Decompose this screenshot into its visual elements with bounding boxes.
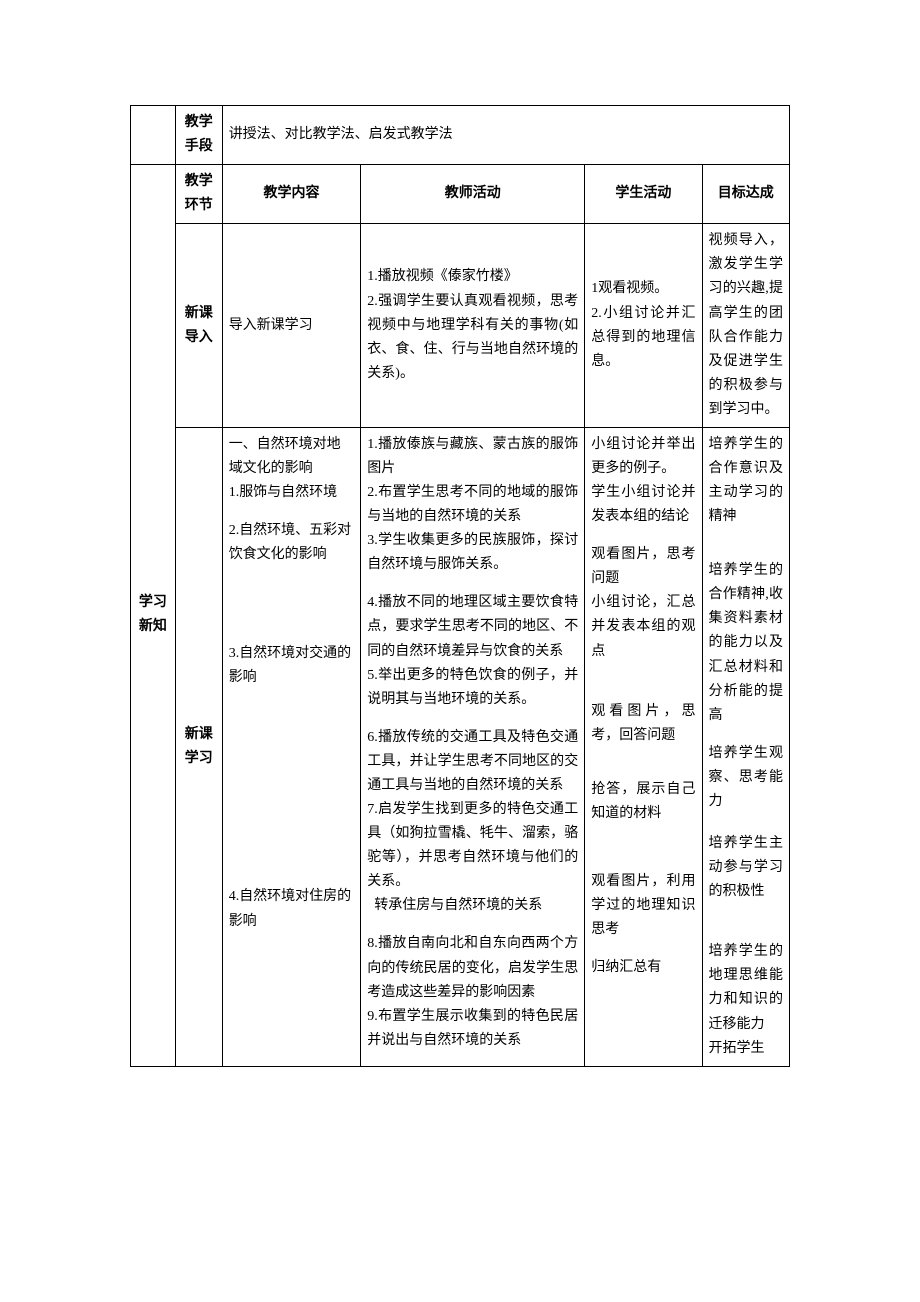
cell-method-side (131, 106, 176, 165)
study-student-1: 小组讨论并举出更多的例子。 学生小组讨论并发表本组的结论 (591, 433, 695, 529)
study-student-4: 抢答，展示自己知道的材料 (591, 778, 695, 826)
hdr-stage: 教学环节 (175, 165, 222, 224)
study-goal-1: 培养学生的合作意识及主动学习的精神 (709, 433, 783, 529)
study-goal-4: 培养学生主动参与学习的积极性 (709, 832, 783, 904)
document-page: 教学手段 讲授法、对比教学法、启发式教学法 学习新知 教学环节 教学内容 教师活… (0, 0, 920, 1117)
hdr-teaching-content: 教学内容 (222, 165, 361, 224)
cell-study-teacher: 1.播放傣族与藏族、蒙古族的服饰图片 2.布置学生思考不同的地域的服饰与当地的自… (361, 427, 585, 1066)
row-intro: 新课导入 导入新课学习 1.播放视频《傣家竹楼》 2.强调学生要认真观看视频，思… (131, 224, 790, 428)
cell-method-label: 教学手段 (175, 106, 222, 165)
cell-intro-student: 1观看视频。 2.小组讨论并汇总得到的地理信息。 (585, 224, 702, 428)
study-content-2: 2.自然环境、五彩对饮食文化的影响 (229, 519, 355, 567)
study-student-6: 归纳汇总有 (591, 956, 695, 980)
cell-study-student: 小组讨论并举出更多的例子。 学生小组讨论并发表本组的结论 观看图片，思考问题 小… (585, 427, 702, 1066)
cell-side-label: 学习新知 (131, 165, 176, 1067)
lesson-plan-table: 教学手段 讲授法、对比教学法、启发式教学法 学习新知 教学环节 教学内容 教师活… (130, 105, 790, 1067)
cell-intro-stage: 新课导入 (175, 224, 222, 428)
hdr-teacher-activity: 教师活动 (361, 165, 585, 224)
study-student-3: 观看图片，思考，回答问题 (591, 700, 695, 748)
study-goal-2: 培养学生的合作精神,收集资料素材的能力以及汇总材料和分析能的提高 (709, 559, 783, 728)
study-teacher-2: 4.播放不同的地理区域主要饮食特点，要求学生思考不同的地区、不同的自然环境差异与… (367, 591, 578, 711)
study-content-4: 4.自然环境对住房的影响 (229, 885, 355, 933)
row-header: 学习新知 教学环节 教学内容 教师活动 学生活动 目标达成 (131, 165, 790, 224)
cell-intro-content: 导入新课学习 (222, 224, 361, 428)
study-student-5: 观看图片，利用学过的地理知识思考 (591, 870, 695, 942)
study-teacher-1: 1.播放傣族与藏族、蒙古族的服饰图片 2.布置学生思考不同的地域的服饰与当地的自… (367, 433, 578, 577)
cell-method-content: 讲授法、对比教学法、启发式教学法 (222, 106, 789, 165)
cell-study-content: 一、自然环境对地域文化的影响 1.服饰与自然环境 2.自然环境、五彩对饮食文化的… (222, 427, 361, 1066)
study-goal-5: 培养学生的地理思维能力和知识的迁移能力 开拓学生 (709, 940, 783, 1060)
study-content-1: 一、自然环境对地域文化的影响 1.服饰与自然环境 (229, 433, 355, 505)
study-content-3: 3.自然环境对交通的影响 (229, 642, 355, 690)
cell-intro-teacher: 1.播放视频《傣家竹楼》 2.强调学生要认真观看视频，思考视频中与地理学科有关的… (361, 224, 585, 428)
study-teacher-3: 6.播放传统的交通工具及特色交通工具，并让学生思考不同地区的交通工具与当地的自然… (367, 726, 578, 919)
hdr-student-activity: 学生活动 (585, 165, 702, 224)
row-teaching-method: 教学手段 讲授法、对比教学法、启发式教学法 (131, 106, 790, 165)
study-teacher-4: 8.播放自南向北和自东向西两个方向的传统民居的变化，启发学生思考造成这些差异的影… (367, 932, 578, 1052)
row-study: 新课学习 一、自然环境对地域文化的影响 1.服饰与自然环境 2.自然环境、五彩对… (131, 427, 790, 1066)
hdr-goal: 目标达成 (702, 165, 789, 224)
study-goal-3: 培养学生观察、思考能力 (709, 742, 783, 814)
cell-study-goal: 培养学生的合作意识及主动学习的精神 培养学生的合作精神,收集资料素材的能力以及汇… (702, 427, 789, 1066)
cell-intro-goal: 视频导入，激发学生学习的兴趣,提高学生的团队合作能力及促进学生的积极参与到学习中… (702, 224, 789, 428)
cell-study-stage: 新课学习 (175, 427, 222, 1066)
study-student-2: 观看图片，思考问题 小组讨论，汇总并发表本组的观点 (591, 543, 695, 663)
